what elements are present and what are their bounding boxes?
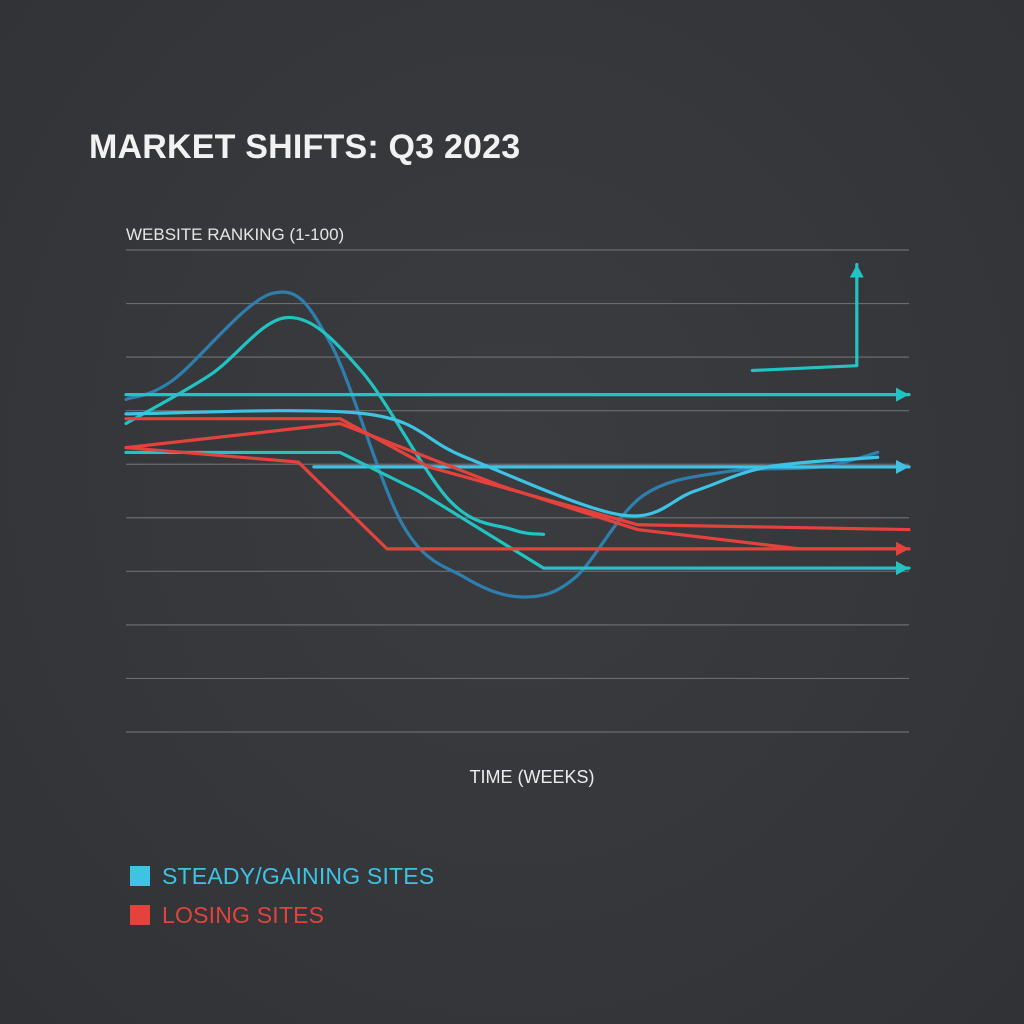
legend-item-losing: LOSING SITES (130, 901, 434, 929)
legend: STEADY/GAINING SITES LOSING SITES (130, 862, 434, 940)
series-line-losing-9 (124, 417, 911, 532)
series-line-steady-3 (750, 262, 859, 373)
series-line-steady-4 (124, 409, 880, 518)
arrowhead-losing-8 (896, 541, 909, 556)
legend-label-losing: LOSING SITES (162, 901, 325, 928)
y-axis-label: WEBSITE RANKING (1-100) (126, 225, 345, 244)
x-axis-label: TIME (WEEKS) (469, 767, 595, 787)
series-line-losing-8 (124, 446, 911, 551)
arrowhead-steady-2 (896, 387, 909, 402)
legend-item-steady: STEADY/GAINING SITES (130, 862, 434, 890)
chart-title: MARKET SHIFTS: Q3 2023 (89, 128, 521, 166)
arrowhead-steady-3 (849, 264, 864, 278)
arrowhead-steady-6 (896, 561, 909, 576)
legend-label-steady: STEADY/GAINING SITES (162, 862, 435, 889)
legend-swatch-losing (130, 905, 150, 925)
legend-swatch-steady (130, 866, 150, 886)
series-line-steady-0 (124, 290, 880, 599)
series-lines (124, 262, 911, 599)
series-line-steady-1 (124, 315, 546, 536)
gridlines (126, 249, 909, 733)
series-line-steady-6 (124, 450, 911, 570)
arrowhead-steady-5 (896, 459, 909, 474)
